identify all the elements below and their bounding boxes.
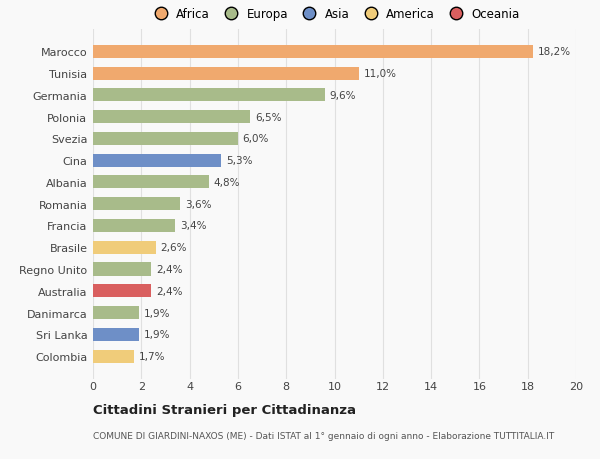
- Bar: [93, 133, 238, 146]
- Bar: [93, 306, 139, 319]
- Bar: [93, 219, 175, 233]
- Bar: [93, 46, 533, 59]
- Text: 2,4%: 2,4%: [156, 264, 182, 274]
- Text: 2,6%: 2,6%: [161, 243, 187, 253]
- Bar: [93, 285, 151, 297]
- Bar: [93, 241, 156, 254]
- Bar: [93, 350, 134, 363]
- Text: 6,5%: 6,5%: [255, 112, 281, 123]
- Text: 2,4%: 2,4%: [156, 286, 182, 296]
- Text: 3,4%: 3,4%: [180, 221, 206, 231]
- Text: 1,7%: 1,7%: [139, 351, 166, 361]
- Bar: [93, 111, 250, 124]
- Bar: [93, 263, 151, 276]
- Legend: Africa, Europa, Asia, America, Oceania: Africa, Europa, Asia, America, Oceania: [147, 6, 522, 24]
- Text: 6,0%: 6,0%: [243, 134, 269, 144]
- Bar: [93, 198, 180, 211]
- Text: Cittadini Stranieri per Cittadinanza: Cittadini Stranieri per Cittadinanza: [93, 403, 356, 416]
- Bar: [93, 176, 209, 189]
- Text: COMUNE DI GIARDINI-NAXOS (ME) - Dati ISTAT al 1° gennaio di ogni anno - Elaboraz: COMUNE DI GIARDINI-NAXOS (ME) - Dati IST…: [93, 431, 554, 440]
- Text: 4,8%: 4,8%: [214, 178, 240, 188]
- Text: 3,6%: 3,6%: [185, 199, 211, 209]
- Text: 18,2%: 18,2%: [538, 47, 571, 57]
- Text: 9,6%: 9,6%: [329, 91, 356, 101]
- Bar: [93, 67, 359, 80]
- Text: 1,9%: 1,9%: [144, 330, 170, 340]
- Bar: [93, 89, 325, 102]
- Text: 1,9%: 1,9%: [144, 308, 170, 318]
- Bar: [93, 328, 139, 341]
- Text: 11,0%: 11,0%: [364, 69, 397, 79]
- Bar: [93, 154, 221, 168]
- Text: 5,3%: 5,3%: [226, 156, 253, 166]
